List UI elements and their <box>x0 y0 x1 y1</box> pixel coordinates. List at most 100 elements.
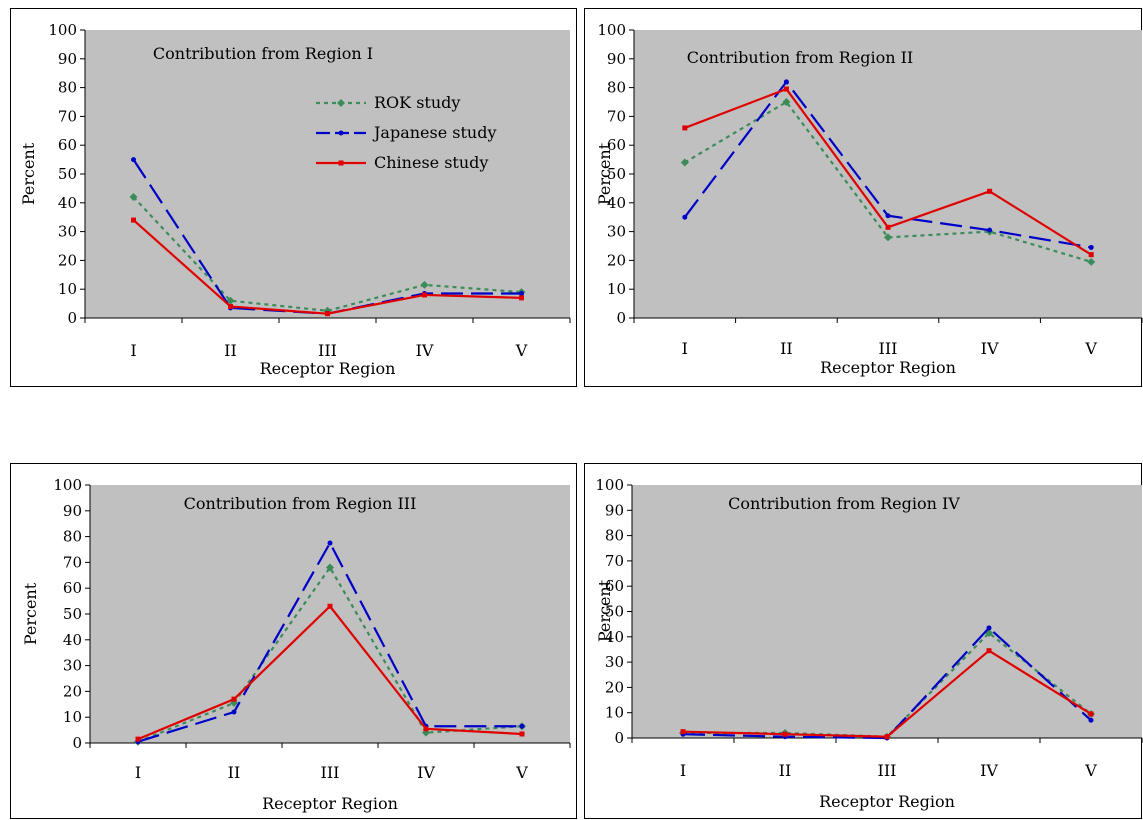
chart-1-series-chn-point <box>131 217 136 223</box>
chart-4-series-jpn <box>680 625 1094 741</box>
chart-2-x-category-label: II <box>780 339 793 358</box>
chart-4-x-category-label: II <box>779 761 792 780</box>
chart-2-series-jpn-point <box>783 79 789 85</box>
chart-3-y-axis-label: Percent <box>21 582 40 645</box>
chart-2-y-tick-label: 10 <box>607 280 626 298</box>
chart-2-series-chn-point <box>885 224 891 230</box>
chart-3-series-jpn-line <box>137 540 522 743</box>
chart-4-y-tick-label: 50 <box>605 603 624 621</box>
chart-1-x-category-label: I <box>130 341 136 360</box>
chart-3-y-tick-label: 100 <box>53 476 82 494</box>
chart-4-series-chn <box>680 648 1094 740</box>
chart-1-x-category-label: IV <box>416 341 434 360</box>
chart-1-series-rok-point <box>129 193 138 202</box>
chart-3-y-tick-label: 0 <box>72 734 82 752</box>
chart-3-x-category-label: II <box>228 763 241 782</box>
chart-1-y-tick-label: 40 <box>58 194 77 212</box>
chart-1-legend-rok-marker <box>337 99 345 107</box>
chart-3-series-jpn-point <box>231 709 237 715</box>
chart-1-series-jpn-point <box>131 157 136 163</box>
chart-1-plot-area <box>85 30 570 318</box>
chart-3-title: Contribution from Region III <box>184 494 417 513</box>
chart-2-series-rok-point <box>680 158 689 167</box>
chart-2-y-axis-label: Percent <box>595 142 614 205</box>
chart-1-series-chn-point <box>422 292 427 298</box>
chart-1-y-tick-label: 0 <box>67 309 77 327</box>
chart-4-series-chn-point <box>884 734 890 740</box>
chart-2-x-axis-label: Receptor Region <box>820 358 956 377</box>
chart-4-series-jpn-line <box>682 626 1092 740</box>
chart-4-y-tick-label: 90 <box>605 501 624 519</box>
chart-2-y-tick-label: 50 <box>607 165 626 183</box>
chart-2-y-tick-label: 100 <box>597 21 626 39</box>
chart-3-y-tick-label: 20 <box>63 682 82 700</box>
chart-2-series-rok-line <box>684 100 1092 263</box>
chart-1-series-chn-point <box>228 303 233 309</box>
chart-1-x-category-label: II <box>224 341 237 360</box>
chart-4-series-jpn-point <box>1088 717 1094 723</box>
chart-3-y-tick-label: 80 <box>63 528 82 546</box>
chart-2-x-category-label: IV <box>981 339 999 358</box>
chart-1-y-axis-label: Percent <box>19 142 38 205</box>
chart-2-y-tick-label: 60 <box>607 136 626 154</box>
chart-2-series-jpn-point <box>1088 244 1094 250</box>
chart-4-series-chn-point <box>782 731 788 737</box>
chart-2-plot-area <box>634 30 1142 318</box>
chart-4-y-tick-label: 10 <box>605 704 624 722</box>
chart-2-series-chn-point <box>987 188 993 194</box>
chart-4-y-tick-label: 0 <box>614 729 624 747</box>
chart-3-series-chn-point <box>423 726 429 732</box>
chart-3-series-chn-point <box>519 731 525 737</box>
chart-2-y-tick-label: 40 <box>607 194 626 212</box>
chart-4-series-chn-point <box>986 648 992 654</box>
chart-1-series-rok-point <box>226 296 235 305</box>
chart-2-series-rok-point <box>884 233 892 242</box>
chart-3-y-tick-label: 30 <box>63 657 82 675</box>
chart-3-x-category-label: IV <box>417 763 435 782</box>
chart-2-y-tick-label: 20 <box>607 251 626 269</box>
chart-1-legend-chn-marker <box>338 160 344 166</box>
chart-1-y-tick-label: 20 <box>58 251 77 269</box>
chart-2-series-jpn-point <box>987 227 993 233</box>
chart-1-x-category-label: III <box>318 341 337 360</box>
chart-2-series-jpn-point <box>682 214 688 220</box>
chart-4-plot-area <box>632 485 1142 738</box>
chart-4-title: Contribution from Region IV <box>728 494 960 513</box>
chart-2-series-chn-point <box>1088 252 1094 258</box>
chart-1-series-chn-point <box>519 295 524 301</box>
chart-panel-region-3: 0 10 20 30 40 50 60 70 80 90 100 I II III IV V Contribut… <box>10 463 577 819</box>
chart-3-y-tick-label: 70 <box>63 553 82 571</box>
chart-4-x-category-label: I <box>680 761 686 780</box>
chart-2-series-rok-point <box>1087 257 1096 266</box>
chart-3-y-tick-label: 60 <box>63 579 82 597</box>
chart-4-y-tick-label: 70 <box>605 552 624 570</box>
chart-1-y-tick-label: 10 <box>58 280 77 298</box>
chart-1-x-axis-label: Receptor Region <box>260 359 396 378</box>
chart-1-legend: ROK study Japanese study Chinese study <box>316 93 497 172</box>
chart-1-series-chn-point <box>325 311 330 317</box>
chart-1-series-chn <box>131 217 524 317</box>
chart-2-x-category-label: I <box>682 339 688 358</box>
chart-3-y-tick-label: 90 <box>63 502 82 520</box>
chart-1-y-tick-label: 80 <box>58 79 77 97</box>
chart-4-x-category-label: V <box>1084 761 1097 780</box>
chart-4-y-tick-label: 40 <box>605 628 624 646</box>
chart-3-series-chn-point <box>135 736 141 742</box>
chart-1-title: Contribution from Region I <box>153 44 373 63</box>
chart-2-series-chn-point <box>783 86 789 92</box>
chart-4-series-chn-point <box>680 729 686 735</box>
chart-4-y-tick-label: 30 <box>605 653 624 671</box>
chart-4-y-tick-label: 80 <box>605 527 624 545</box>
chart-1-y-tick-label: 30 <box>58 223 77 241</box>
chart-1-legend-jpn-marker <box>338 130 344 136</box>
chart-2-y-tick-label: 70 <box>607 107 626 125</box>
chart-4-y-tick-label: 100 <box>595 476 624 494</box>
chart-2-y-tick-label: 30 <box>607 223 626 241</box>
chart-2-title: Contribution from Region II <box>687 48 914 67</box>
chart-2-y-tick-label: 80 <box>607 79 626 97</box>
chart-1-y-tick-label: 60 <box>58 136 77 154</box>
chart-3-x-category-label: I <box>135 763 141 782</box>
chart-4-x-category-label: IV <box>980 761 998 780</box>
